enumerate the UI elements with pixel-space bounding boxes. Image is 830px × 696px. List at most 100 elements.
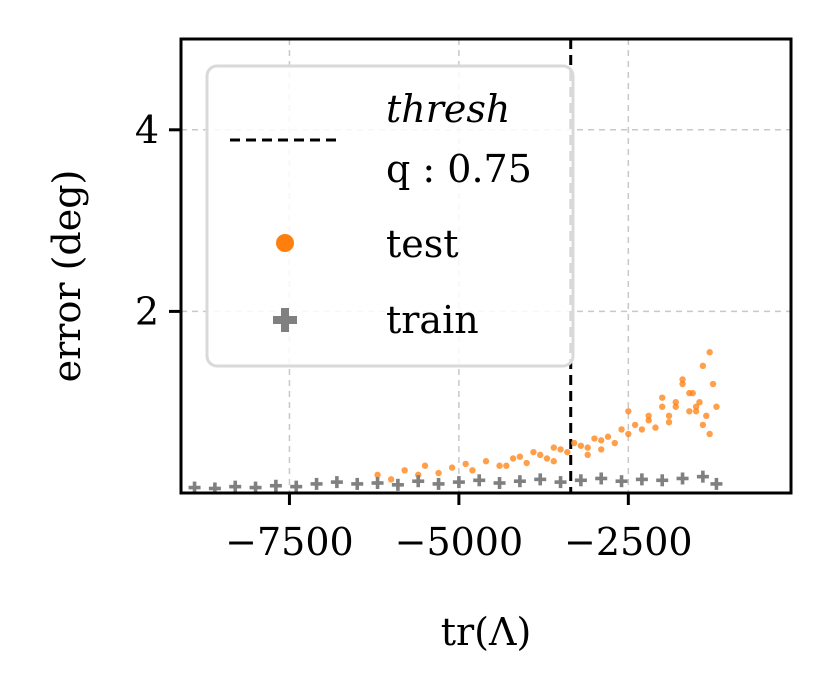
train-point-v xyxy=(497,477,502,490)
y-tick-label: 4 xyxy=(135,108,159,152)
test-point xyxy=(462,460,469,468)
test-point xyxy=(686,389,693,397)
legend-label-thresh: thresh xyxy=(386,87,510,131)
test-point xyxy=(550,458,557,465)
test-point xyxy=(618,426,625,433)
test-point xyxy=(591,435,598,442)
test-point xyxy=(665,418,673,426)
test-point xyxy=(496,462,503,469)
test-point xyxy=(638,426,646,433)
train-point xyxy=(391,478,404,491)
train-point xyxy=(269,479,282,492)
y-tick-label: 2 xyxy=(135,289,159,333)
test-point xyxy=(374,471,381,479)
test-point xyxy=(625,430,632,438)
legend-label-test: test xyxy=(386,222,459,266)
train-point-v xyxy=(213,482,217,495)
x-axis-label: tr(Λ) xyxy=(441,610,532,654)
test-point xyxy=(679,376,686,383)
test-point xyxy=(543,455,551,462)
train-point xyxy=(432,477,445,490)
train-point-v xyxy=(558,476,563,489)
test-point xyxy=(509,455,517,462)
train-point-v xyxy=(579,474,583,487)
test-point xyxy=(706,430,713,438)
test-point xyxy=(686,408,693,415)
test-point xyxy=(448,464,456,471)
train-point-v xyxy=(518,475,522,488)
test-point xyxy=(703,412,710,420)
legend: thresh q : 0.75 test train xyxy=(205,64,575,368)
test-point xyxy=(387,476,395,483)
train-point-v xyxy=(477,474,482,487)
test-point xyxy=(516,453,524,460)
test-point xyxy=(696,399,703,406)
test-point xyxy=(421,462,429,469)
train-point-v xyxy=(274,479,278,492)
test-point xyxy=(584,444,591,451)
x-tick-label: −7500 xyxy=(225,520,354,564)
train-point xyxy=(188,481,201,494)
test-point xyxy=(645,417,652,424)
test-point xyxy=(604,433,612,440)
data-points xyxy=(188,349,723,495)
test-point xyxy=(469,467,476,474)
test-point xyxy=(537,451,544,459)
test-point xyxy=(557,446,564,453)
train-point-v xyxy=(538,473,543,486)
plot-frame xyxy=(179,37,793,495)
x-tick-label: −5000 xyxy=(395,520,524,564)
legend-train-marker xyxy=(273,308,297,332)
test-point xyxy=(706,349,713,356)
test-point xyxy=(679,380,686,388)
axis-ticks: −7500 −5000 −2500 2 4 xyxy=(135,108,693,564)
test-point xyxy=(665,412,673,420)
train-point xyxy=(208,482,221,495)
train-point-v xyxy=(680,472,685,485)
train-point xyxy=(710,477,723,490)
train-point xyxy=(412,475,425,488)
train-point xyxy=(615,475,628,488)
train-point xyxy=(310,477,323,490)
legend-test-marker xyxy=(276,234,294,252)
train-point-v xyxy=(396,478,400,491)
train-point-v xyxy=(233,480,238,493)
test-point xyxy=(530,448,537,456)
train-point-v xyxy=(314,477,319,490)
legend-train-v xyxy=(281,308,289,332)
train-point xyxy=(635,473,648,486)
train-point-v xyxy=(294,480,299,493)
train-point xyxy=(330,476,343,489)
train-point xyxy=(676,472,689,485)
test-point xyxy=(699,421,707,429)
train-point-v xyxy=(335,476,339,489)
train-point xyxy=(574,474,587,487)
test-point xyxy=(523,459,530,467)
train-point xyxy=(473,474,486,487)
test-point xyxy=(659,394,666,401)
test-point xyxy=(550,444,557,451)
test-point xyxy=(570,439,578,447)
test-point xyxy=(709,380,717,388)
train-point-v xyxy=(192,481,197,494)
train-point xyxy=(595,472,608,485)
train-point-v xyxy=(355,477,360,490)
test-point xyxy=(401,467,408,474)
test-point xyxy=(692,408,700,415)
test-point xyxy=(577,442,585,449)
train-point-v xyxy=(457,476,461,489)
test-point xyxy=(503,462,510,469)
train-point-v xyxy=(436,477,441,490)
test-point xyxy=(598,437,605,444)
train-point xyxy=(452,476,465,489)
train-point-v xyxy=(599,472,604,485)
test-point xyxy=(652,424,659,431)
test-point xyxy=(564,448,571,456)
test-point xyxy=(713,403,720,410)
train-point xyxy=(554,476,567,489)
train-point xyxy=(513,475,526,488)
test-point xyxy=(692,403,700,410)
train-point-v xyxy=(416,475,421,488)
y-axis-label: error (deg) xyxy=(45,170,89,383)
